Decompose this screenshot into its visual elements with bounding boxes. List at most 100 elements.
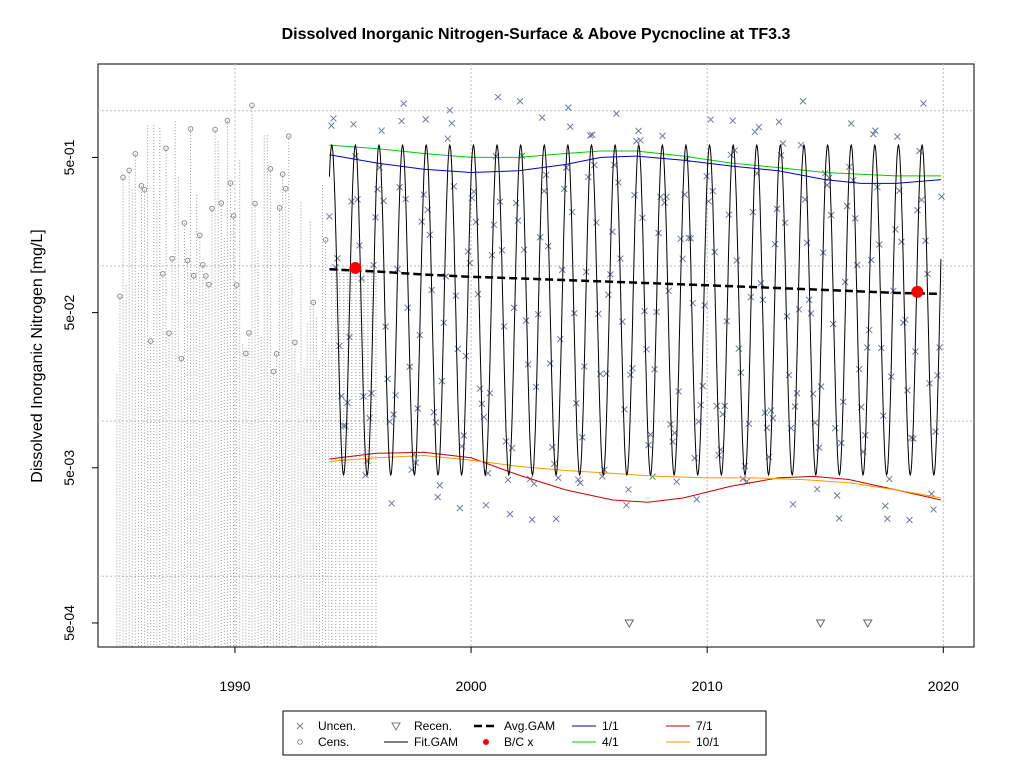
legend-label: 7/1 [696,719,713,733]
uncensored-point [590,161,598,169]
uncensored-point [588,131,596,139]
uncensored-point [739,475,747,483]
censored-point [270,368,277,375]
bc-point [911,285,924,298]
y-axis-label: Dissolved Inorganic Nitrogen [mg/L] [29,229,46,482]
uncensored-point [466,259,474,267]
uncensored-point [693,496,701,503]
uncensored-point [729,117,737,125]
uncensored-point [508,444,516,452]
uncensored-point [358,275,365,282]
uncensored-point [512,199,520,207]
uncensored-point [908,434,915,442]
uncensored-point [352,152,359,160]
uncensored-point [476,385,484,393]
uncensored-point [725,211,733,218]
uncensored-point [330,115,337,122]
uncensored-point [516,97,524,105]
uncensored-point [803,239,811,247]
uncensored-point [635,127,642,135]
legend-label: Cens. [318,735,349,749]
uncensored-point [869,130,877,138]
uncensored-point [613,110,620,117]
censored-point [224,117,231,124]
uncensored-point [528,516,536,524]
uncensored-point [902,316,909,324]
uncensored-point [757,280,765,287]
legend-item-cens-: Cens. [297,735,349,749]
uncensored-point [855,365,863,373]
censored-point [273,351,280,357]
censored-point [138,183,145,189]
censored-point [252,200,258,207]
legend-item-10-1: 10/1 [666,735,720,749]
uncensored-point [462,352,470,360]
censored-point [120,174,126,181]
uncensored-point [558,266,566,274]
uncensored-point [881,502,889,510]
uncensored-point [629,364,636,372]
uncensored-point [522,317,530,324]
uncensored-point [619,318,626,325]
series-10-1 [329,454,941,499]
uncensored-point [530,480,538,488]
uncensored-point [504,476,512,484]
censored-point [276,204,283,211]
uncensored-point [791,403,799,410]
legend-label: Fit.GAM [414,735,458,749]
legend-dot-icon [483,739,489,745]
uncensored-point [847,120,855,127]
uncensored-point [691,454,699,462]
legend-triangle-icon [391,722,401,732]
uncensored-point [450,183,458,190]
uncensored-point [898,238,905,246]
uncensored-point [552,515,560,523]
uncensored-point [735,345,743,353]
uncensored-point [767,407,775,414]
legend-label: B/C x [504,735,533,749]
legend-item-1-1: 1/1 [572,719,619,733]
uncensored-point [815,444,823,451]
uncensored-point [922,237,929,245]
uncensored-point [713,402,721,410]
uncensored-point [663,193,670,201]
legend-label: 10/1 [696,735,720,749]
uncensored-point [711,248,719,256]
uncensored-point [472,218,480,226]
uncensored-point [594,310,602,318]
uncensored-point [633,137,640,145]
uncensored-point [615,179,622,186]
uncensored-point [520,246,528,254]
uncensored-point [675,388,682,395]
legend: Uncen. Cens. Recen. Fit.GAM Avg.GAM B/C x 1/1 4… [282,710,767,756]
censored-point [218,200,225,206]
uncensored-point [689,299,697,307]
uncensored-point [707,116,715,123]
uncensored-point [657,193,664,201]
uncensored-point [661,199,668,206]
censored-point [181,220,188,226]
censored-point [249,102,255,109]
legend-box [282,710,767,756]
uncensored-point [400,100,408,107]
uncensored-point [444,135,452,143]
uncensored-point [841,278,849,286]
uncensored-point [603,370,610,377]
uncensored-point [336,342,343,350]
uncensored-point [799,97,807,105]
uncensored-point [865,326,873,334]
uncensored-point [703,172,711,180]
legend-label: 1/1 [602,719,619,733]
censored-point [190,272,197,279]
censored-point [166,330,172,336]
bc-points [349,261,924,298]
uncensored-point [647,431,654,438]
y-tick-label: 5e-04 [61,605,77,641]
recensored-point [624,619,635,628]
uncensored-point [910,435,917,442]
uncensored-point [596,370,604,378]
censored-point [279,171,286,177]
y-tick-label: 5e-01 [61,139,77,175]
uncensored-point [546,360,554,367]
